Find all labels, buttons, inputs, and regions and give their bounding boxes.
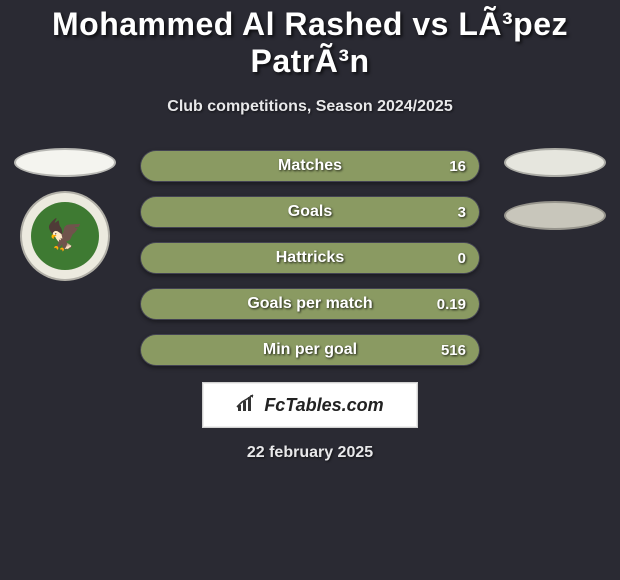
stat-label: Matches: [278, 157, 342, 175]
footer: FcTables.com: [0, 382, 620, 428]
stat-label: Goals per match: [247, 295, 372, 313]
stat-row-gpm: Goals per match 0.19: [140, 288, 480, 320]
fctables-logo: FcTables.com: [202, 382, 418, 428]
stat-row-goals: Goals 3: [140, 196, 480, 228]
stat-label: Hattricks: [276, 249, 344, 267]
logo-text: FcTables.com: [264, 395, 383, 416]
stat-row-hattricks: Hattricks 0: [140, 242, 480, 274]
eagle-icon: 🦅: [46, 221, 83, 251]
date-text: 22 february 2025: [0, 444, 620, 462]
page-title: Mohammed Al Rashed vs LÃ³pez PatrÃ³n: [0, 0, 620, 80]
stat-value: 516: [441, 342, 466, 359]
bar-chart-icon: [236, 393, 258, 418]
right-column: [500, 148, 610, 244]
right-placeholder-oval: [504, 201, 606, 230]
right-flag-oval: [504, 148, 606, 177]
stat-row-matches: Matches 16: [140, 150, 480, 182]
comparison-widget: Mohammed Al Rashed vs LÃ³pez PatrÃ³n Clu…: [0, 0, 620, 580]
page-subtitle: Club competitions, Season 2024/2025: [0, 98, 620, 116]
left-club-badge: 🦅: [20, 191, 110, 281]
stat-value: 3: [458, 204, 466, 221]
stat-value: 0: [458, 250, 466, 267]
stat-value: 16: [449, 158, 466, 175]
content-area: 🦅 Matches 16 Goals 3 Hattricks 0: [0, 148, 620, 366]
stat-label: Min per goal: [263, 341, 357, 359]
left-flag-oval: [14, 148, 116, 177]
left-column: 🦅: [10, 148, 120, 281]
stat-row-mpg: Min per goal 516: [140, 334, 480, 366]
stat-value: 0.19: [437, 296, 466, 313]
stat-label: Goals: [288, 203, 332, 221]
stat-rows: Matches 16 Goals 3 Hattricks 0 Goals per…: [140, 148, 480, 366]
left-club-badge-inner: 🦅: [31, 202, 99, 270]
